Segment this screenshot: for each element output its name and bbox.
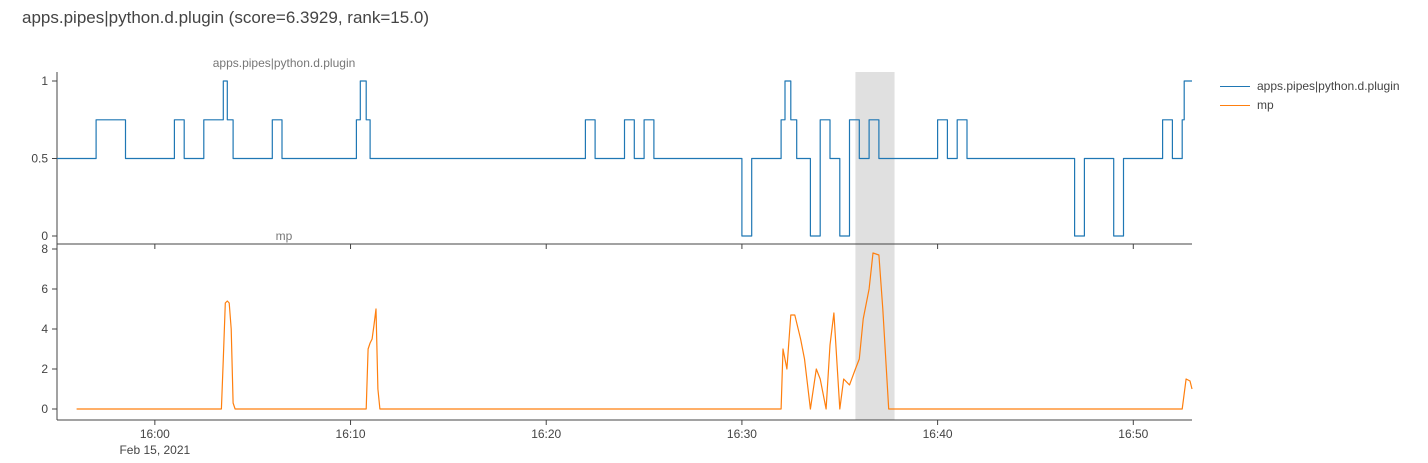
x-tick-label-2: 16:20	[531, 427, 561, 441]
x-tick-label-1: 16:10	[336, 427, 366, 441]
chart-title: apps.pipes|python.d.plugin (score=6.3929…	[22, 8, 430, 27]
highlight-band-layer	[855, 72, 895, 420]
subplot-apps-pipes: 0 0.5 1 apps.pipes|python.d.plugin	[31, 56, 1192, 244]
x-tick-label-0: 16:00	[140, 427, 170, 441]
y-tick-label-1-0: 0	[41, 229, 48, 243]
highlight-band	[855, 72, 895, 420]
subplot-mp: 0 2 4 6 8 mp	[41, 229, 1193, 420]
y-tick-label-2-1: 2	[41, 362, 48, 376]
x-tick-date-label: Feb 15, 2021	[119, 443, 190, 457]
legend-swatch-apps-pipes	[1220, 86, 1250, 87]
legend-label-apps-pipes: apps.pipes|python.d.plugin	[1257, 79, 1400, 93]
y-tick-label-2-2: 4	[41, 322, 48, 336]
x-axis: 16:00 16:10 16:20 16:30 16:40 16:50 Feb 15, 20…	[57, 243, 1192, 457]
series-line-mp[interactable]	[76, 252, 1193, 410]
x-tick-label-3: 16:30	[727, 427, 757, 441]
y-tick-label-2-0: 0	[41, 402, 48, 416]
subplot-title-1: apps.pipes|python.d.plugin	[213, 56, 356, 70]
x-tick-label-5: 16:50	[1118, 427, 1148, 441]
y-tick-label-1-1: 0.5	[31, 152, 48, 166]
y-tick-label-2-3: 6	[41, 282, 48, 296]
series-line-apps-pipes[interactable]	[57, 80, 1192, 237]
subplot-title-2: mp	[276, 229, 293, 243]
legend-label-mp: mp	[1257, 98, 1274, 112]
y-tick-label-2-4: 8	[41, 242, 48, 256]
y-tick-label-1-2: 1	[41, 74, 48, 88]
legend-swatch-mp	[1220, 105, 1250, 106]
x-tick-label-4: 16:40	[923, 427, 953, 441]
